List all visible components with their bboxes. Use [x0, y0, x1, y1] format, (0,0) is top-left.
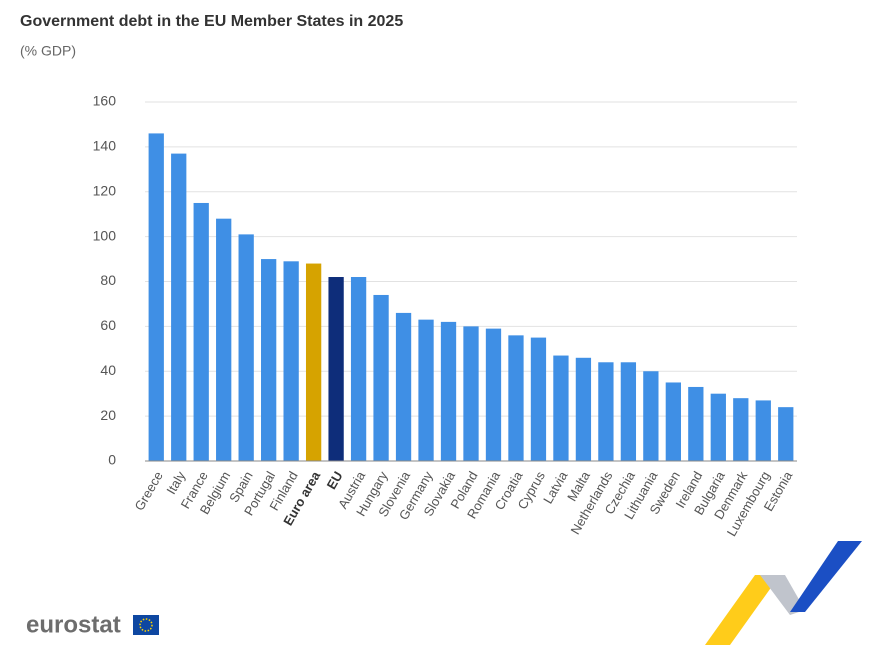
- bar: [710, 393, 726, 461]
- bar: [665, 382, 681, 461]
- logo-text: eurostat: [26, 611, 121, 638]
- logo: eurostat: [26, 611, 159, 638]
- chart-title: Government debt in the EU Member States …: [20, 13, 403, 30]
- x-tick-label: Latvia: [540, 468, 571, 506]
- bar: [778, 407, 794, 461]
- bar: [193, 202, 209, 461]
- bar: [261, 259, 277, 461]
- bar: [305, 263, 322, 461]
- bar: [643, 371, 659, 461]
- bar: [216, 218, 232, 461]
- bar: [171, 153, 187, 461]
- y-tick-label: 160: [93, 93, 117, 109]
- bar: [395, 312, 412, 461]
- bar: [283, 261, 299, 461]
- decoration: [705, 541, 862, 645]
- y-tick-label: 140: [93, 138, 117, 154]
- x-tick-label: EU: [324, 469, 346, 492]
- y-tick-label: 120: [93, 182, 117, 198]
- x-tick-label: Greece: [132, 469, 166, 513]
- bar: [463, 326, 479, 461]
- ribbon-yellow: [705, 575, 780, 645]
- bar: [328, 277, 344, 461]
- bar: [553, 355, 569, 461]
- bar: [598, 362, 614, 461]
- bar: [350, 277, 367, 461]
- bar: [575, 357, 592, 461]
- bar: [485, 328, 502, 461]
- bar: [620, 362, 637, 461]
- ribbon-gray: [760, 575, 805, 615]
- y-tick-label: 60: [100, 317, 116, 333]
- bar: [373, 294, 389, 461]
- bar: [148, 133, 164, 461]
- y-tick-label: 80: [100, 272, 116, 288]
- logo-stars: [139, 618, 153, 632]
- y-tick-label: 20: [100, 407, 116, 423]
- bar: [688, 386, 704, 461]
- chart-subtitle: (% GDP): [20, 43, 76, 59]
- y-tick-label: 0: [108, 452, 116, 468]
- bar: [755, 400, 771, 461]
- bar: [238, 234, 254, 461]
- y-tick-label: 40: [100, 362, 116, 378]
- bar: [418, 319, 434, 461]
- bar: [530, 337, 547, 461]
- y-tick-label: 100: [93, 227, 117, 243]
- bar: [733, 398, 749, 461]
- logo-flag: [133, 615, 159, 635]
- bar: [440, 321, 457, 461]
- bar: [508, 335, 524, 461]
- ribbon-blue: [790, 541, 862, 612]
